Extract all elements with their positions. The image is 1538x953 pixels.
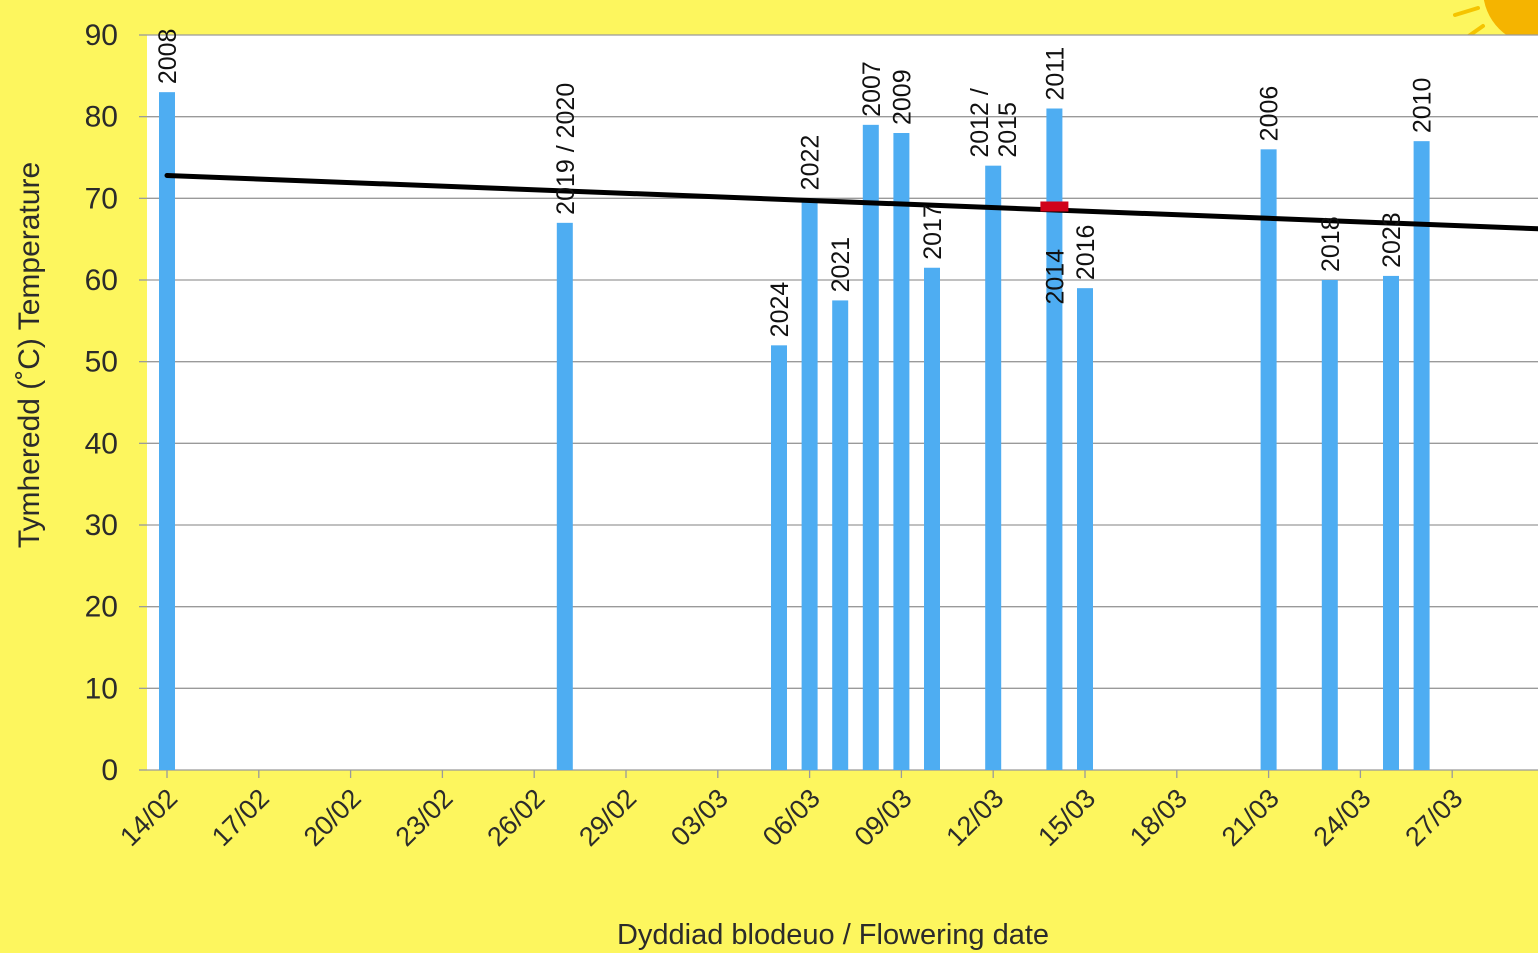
x-tick-label: 06/03 [757,783,826,852]
annotation-label-text: 2014 [1041,249,1069,305]
x-tick-label: 24/03 [1308,783,1377,852]
bar-2007 [862,124,879,771]
bar-label: 2012 /2015 [966,88,1022,158]
x-tick-label: 03/03 [665,783,734,852]
bar-label-text: 2006 [1256,86,1284,142]
bar-label-text: 2022 [797,135,825,191]
y-tick-label: 0 [101,754,118,787]
bar-2022 [801,198,818,771]
x-tick-label: 26/02 [481,783,550,852]
bar-label: 2021 [827,237,855,293]
x-tick-label: 27/03 [1399,783,1468,852]
bar-2023 [1383,275,1399,770]
bar-label-text: 2024 [766,282,794,338]
x-tick-label: 17/02 [206,783,275,852]
bar-2017 [924,267,940,770]
bar-label: 2017 [919,204,947,260]
y-tick-label: 20 [85,591,118,624]
bar-label-text: 2010 [1409,78,1437,134]
bar-label: 2019 / 2020 [552,83,580,215]
bar-label-text: 2016 [1072,225,1100,281]
x-tick-label: 12/03 [940,783,1009,852]
bar-label-text: 2008 [154,29,182,85]
y-tick-label: 80 [85,101,118,134]
y-tick-label: 50 [85,346,118,379]
bar-2024 [771,345,787,770]
marker-2014 [1040,201,1069,212]
y-tick-label: 60 [85,264,118,297]
bar-2021 [832,300,849,770]
bar-2012-2015 [985,165,1002,770]
bar-2016 [1077,288,1093,770]
bar-label: 2007 [858,61,886,117]
bar-label: 2023 [1378,212,1406,268]
trendline [164,172,1538,232]
bar-label: 2006 [1256,86,1284,142]
y-tick-label: 40 [85,427,118,460]
x-tick-label: 09/03 [849,783,918,852]
bar-label: 2016 [1072,225,1100,281]
trendline-group [164,172,1538,232]
bar-2018 [1321,280,1338,770]
x-tick-label: 18/03 [1124,783,1193,852]
y-tick-label: 10 [85,672,118,705]
bar-label: 2011 [1041,47,1069,101]
y-axis-ticks: 0 10 20 30 40 50 60 70 80 90 [85,19,118,787]
bar-label: 2018 [1317,216,1345,272]
bar-label-text: 2017 [919,204,947,260]
x-tick-label: 23/02 [390,783,459,852]
bar-label: 2009 [888,69,916,125]
x-tick-label: 14/02 [114,783,183,852]
bar-2011 [1046,108,1063,770]
x-axis-label: Dyddiad blodeuo / Flowering date [617,919,1049,951]
bar-2010 [1413,141,1430,770]
x-tick-label: 20/02 [298,783,367,852]
y-tick-label: 90 [85,19,118,52]
bar-label-text: 2007 [858,61,886,117]
bar-label-text: 2018 [1317,216,1345,272]
bars [159,92,1430,771]
bar-label-text: 2021 [827,237,855,293]
bar-label-text: 2019 / 2020 [552,83,580,215]
bar-label-text: 2012 /2015 [966,88,1022,158]
bar-label-text: 2011 [1041,47,1069,101]
bar-2019-2020 [556,222,573,771]
x-tick-label: 15/03 [1032,783,1101,852]
bar-2009 [893,133,910,770]
bar-label: 2022 [797,135,825,191]
bar-2008 [159,92,175,770]
bar-label: 2010 [1409,78,1437,134]
y-tick-label: 30 [85,509,118,542]
bar-labels: 2008 2019 / 2020 2024 2022 2021 2007 2009 2017 2… [154,29,1437,338]
bar-2006 [1260,149,1277,771]
annotation-label: 2014 [1041,249,1069,305]
y-axis-label: Tymheredd (˚C) Temperature [13,162,46,548]
y-tick-label: 70 [85,182,118,215]
bar-label: 2024 [766,282,794,338]
x-axis-ticks: 14/02 17/02 20/02 23/02 26/02 29/02 03/03 06/03… [114,770,1468,852]
bar-label: 2008 [154,29,182,85]
bar-label-text: 2009 [888,69,916,125]
x-tick-label: 21/03 [1216,783,1285,852]
bar-label-text: 2023 [1378,212,1406,268]
x-tick-label: 29/02 [573,783,642,852]
